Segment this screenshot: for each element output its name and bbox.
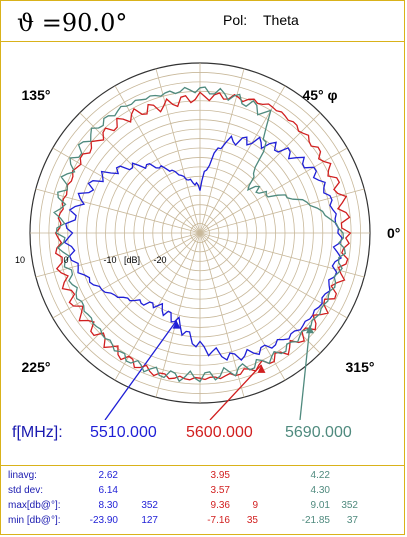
series-marker-line-5600.000 xyxy=(209,364,262,420)
grid-spoke xyxy=(114,85,201,234)
grid-spoke xyxy=(35,188,201,234)
stat-angle: 352 xyxy=(141,500,158,511)
frequency-legend-label: f[MHz]: xyxy=(12,424,63,441)
series-marker-arrow-5600.000 xyxy=(257,364,266,373)
series-line-5600.000 xyxy=(54,91,352,381)
statistics-table: linavg: 2.62 3.95 4.22 std dev: 6.14 3.57 4.30 m… xyxy=(0,465,405,534)
grid-spoke xyxy=(155,68,201,234)
grid-spoke xyxy=(199,232,365,278)
stat-value: 3.95 xyxy=(210,470,230,481)
stat-label: min [db@°]: xyxy=(8,515,61,526)
stat-angle: 127 xyxy=(141,515,158,526)
grid-spoke xyxy=(155,232,201,398)
grid-spoke xyxy=(52,147,201,234)
stat-value: -23.90 xyxy=(89,515,118,526)
grid-spoke xyxy=(199,188,365,234)
radial-unit-label: [dB] xyxy=(124,255,140,265)
radial-tick-label: -20 xyxy=(153,255,166,265)
legend-entry-5600: 5600.000 xyxy=(186,424,253,441)
stat-angle: 35 xyxy=(246,515,258,526)
legend-entry-5510: 5510.000 xyxy=(90,424,157,441)
stat-angle: 37 xyxy=(346,515,358,526)
stat-label: max[db@°]: xyxy=(8,500,61,511)
stat-angle: 9 xyxy=(252,500,258,511)
stat-value: 6.14 xyxy=(98,485,118,496)
stat-value: 3.57 xyxy=(210,485,230,496)
stat-value: -7.16 xyxy=(207,515,230,526)
grid-spoke xyxy=(199,232,286,381)
series-line-5510.000 xyxy=(63,135,343,362)
polarization-label: Pol: xyxy=(223,12,248,28)
angle-label-0: 0° xyxy=(387,225,400,241)
stat-value: 4.22 xyxy=(310,470,330,481)
series-marker-line-5510.000 xyxy=(104,320,178,420)
angle-label-315: 315° xyxy=(346,359,375,375)
polarization-value: Theta xyxy=(263,12,299,28)
stat-value: 4.30 xyxy=(310,485,330,496)
radial-tick-label: 0 xyxy=(63,255,68,265)
frequency-legend: f[MHz]: 5510.000 5600.000 5690.000 xyxy=(0,420,405,450)
series-line-5690.000 xyxy=(53,86,347,383)
stat-value: 9.36 xyxy=(210,500,230,511)
grid-spoke xyxy=(199,232,245,398)
grid-spoke xyxy=(79,232,201,354)
label-layer: 135° 45° φ 0° 225° 315° 10 0 -10 -20 [dB] xyxy=(15,87,400,375)
angle-label-135: 135° xyxy=(22,87,51,103)
grid-spoke xyxy=(52,232,201,319)
grid-spoke xyxy=(199,232,348,319)
stat-angle: 352 xyxy=(341,500,358,511)
grid-spoke xyxy=(79,112,201,234)
series-marker-line-5690.000 xyxy=(299,325,311,420)
stat-label: linavg: xyxy=(8,470,37,481)
header-bar: ϑ =90.0° Pol: Theta xyxy=(1,1,404,42)
radial-tick-label: 10 xyxy=(15,255,25,265)
series-layer xyxy=(53,86,352,420)
stat-value: 9.01 xyxy=(310,500,330,511)
legend-entry-5690: 5690.000 xyxy=(285,424,352,441)
grid-spoke xyxy=(35,232,201,278)
radial-tick-label: -10 xyxy=(103,255,116,265)
grid-spoke xyxy=(199,232,321,354)
stat-value: 8.30 xyxy=(98,500,118,511)
stat-label: std dev: xyxy=(8,485,44,496)
series-marker-arrow-5690.000 xyxy=(305,325,314,334)
stat-value: -21.85 xyxy=(301,515,330,526)
angle-label-45: 45° φ xyxy=(302,87,337,103)
grid-spoke xyxy=(114,232,201,381)
polar-grid xyxy=(29,62,371,404)
series-marker-arrow-5510.000 xyxy=(172,320,181,329)
grid-spoke xyxy=(199,112,321,234)
angle-readout: ϑ =90.0° xyxy=(17,9,128,37)
angle-label-225: 225° xyxy=(22,359,51,375)
grid-spoke xyxy=(199,147,348,234)
stat-value: 2.62 xyxy=(98,470,118,481)
polar-plot: 135° 45° φ 0° 225° 315° 10 0 -10 -20 [dB] xyxy=(15,62,400,420)
